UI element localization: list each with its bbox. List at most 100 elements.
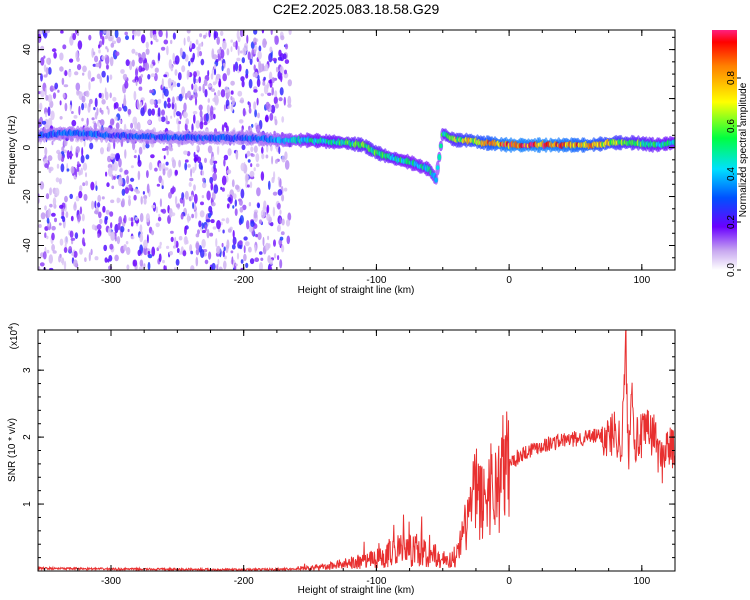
noise-speckle [105,46,108,50]
noise-speckle [278,146,281,155]
noise-speckle [47,67,52,75]
noise-speckle [235,40,238,50]
noise-speckle [111,174,114,181]
x-tick-label: -100 [366,275,386,286]
noise-speckle [159,198,162,208]
noise-speckle [134,75,139,83]
noise-speckle [227,105,230,110]
noise-speckle [123,123,127,132]
noise-speckle [97,202,101,208]
noise-speckle [243,42,248,52]
noise-speckle [267,92,272,97]
noise-speckle [69,58,74,63]
noise-speckle [45,94,49,101]
noise-speckle [70,215,74,222]
noise-speckle [187,69,190,78]
noise-speckle [85,172,87,178]
noise-speckle [241,144,246,151]
noise-speckle [130,217,134,222]
noise-speckle [75,82,81,91]
noise-speckle [177,122,180,132]
noise-speckle [175,258,180,266]
noise-speckle [192,202,195,209]
noise-speckle [85,180,89,186]
noise-speckle [123,214,127,224]
noise-speckle [186,30,191,34]
noise-speckle [102,205,106,213]
noise-speckle [158,175,163,184]
noise-speckle [277,255,280,261]
noise-speckle [234,263,238,267]
noise-speckle [158,253,162,262]
noise-speckle [147,74,151,80]
snr-xlabel: Height of straight line (km) [298,585,415,596]
noise-speckle [230,46,233,53]
noise-speckle [268,71,273,81]
noise-speckle [213,113,216,120]
noise-speckle [144,62,150,71]
noise-speckle [195,39,199,45]
noise-speckle [222,250,225,258]
noise-speckle [274,35,279,45]
noise-speckle [174,267,176,270]
noise-speckle [216,245,221,255]
noise-speckle [211,191,216,201]
noise-speckle [220,30,224,36]
noise-speckle [149,98,155,105]
noise-speckle [281,116,285,123]
noise-speckle [167,215,171,224]
noise-speckle [245,68,249,76]
noise-speckle [106,74,109,83]
noise-speckle [185,118,189,125]
noise-speckle [277,176,280,181]
noise-speckle [225,217,230,224]
noise-speckle [207,98,210,103]
noise-speckle [93,107,96,111]
y-tick-label: -20 [22,189,33,204]
x-tick-label: 100 [633,576,650,587]
noise-speckle [286,235,291,245]
noise-speckle [70,145,73,152]
noise-speckle [170,230,174,234]
noise-speckle [185,239,189,245]
noise-speckle [91,200,95,210]
noise-speckle [279,209,282,215]
noise-speckle [254,244,257,253]
noise-speckle [59,116,63,120]
noise-speckle [94,200,97,209]
x-tick-label: -200 [234,576,254,587]
noise-speckle [259,63,264,73]
noise-speckle [151,89,154,93]
noise-speckle [200,58,205,66]
noise-speckle [231,97,235,106]
noise-speckle [198,50,203,57]
noise-speckle [95,62,100,68]
noise-speckle [74,232,79,240]
noise-speckle [139,212,144,223]
noise-speckle [262,236,265,247]
noise-speckle [137,159,142,167]
noise-speckle [259,251,263,255]
noise-speckle [44,232,47,239]
noise-speckle [161,148,167,151]
noise-speckle [57,89,60,93]
noise-speckle [184,162,188,171]
noise-speckle [80,167,83,175]
noise-speckle [125,35,129,41]
noise-speckle [98,92,102,99]
noise-speckle [101,109,104,115]
noise-speckle [114,30,119,39]
noise-speckle [201,229,206,234]
noise-speckle [283,187,288,192]
noise-speckle [51,232,55,241]
noise-speckle [104,216,109,221]
noise-speckle [274,159,278,164]
noise-speckle [223,158,226,167]
noise-speckle [82,162,88,171]
noise-speckle [92,63,97,67]
noise-speckle [176,248,180,253]
noise-speckle [217,49,221,55]
noise-speckle [172,159,176,169]
noise-speckle [58,222,62,226]
noise-speckle [106,65,109,70]
